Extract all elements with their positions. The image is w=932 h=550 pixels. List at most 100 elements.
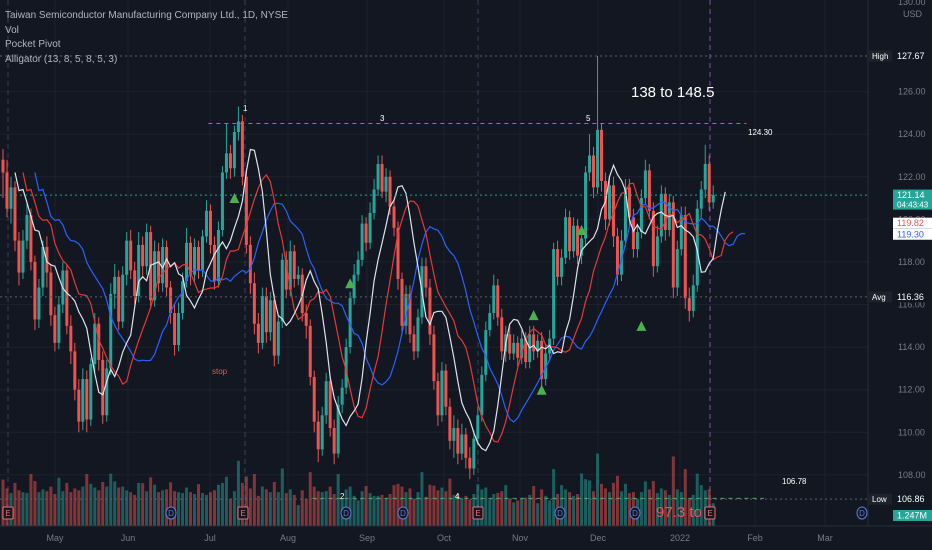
- candle-body: [165, 247, 169, 288]
- candle-body: [169, 287, 173, 314]
- x-tick-label: Jun: [121, 533, 136, 543]
- candle-body: [1, 159, 5, 173]
- volume-bar: [436, 490, 440, 526]
- candle-body: [404, 293, 408, 326]
- volume-bar: [312, 486, 316, 526]
- volume-bar: [53, 493, 57, 526]
- volume-bar: [643, 481, 647, 526]
- volume-bar: [396, 483, 400, 526]
- candle-body: [687, 298, 691, 311]
- candle-body: [141, 244, 145, 267]
- candle-body: [308, 325, 312, 377]
- earnings-icon: [472, 506, 484, 520]
- candle-body: [97, 323, 101, 360]
- candle-body: [572, 225, 576, 252]
- candle-body: [663, 193, 667, 230]
- volume-bar: [276, 492, 280, 526]
- volume-bar: [260, 486, 264, 526]
- volume-bar: [117, 487, 121, 526]
- volume-bar: [432, 485, 436, 526]
- indicator-volume[interactable]: Vol: [5, 24, 19, 36]
- volume-bar: [492, 493, 496, 526]
- candle-body: [472, 438, 476, 469]
- candle-body: [388, 176, 392, 207]
- volume-bar: [552, 469, 556, 526]
- volume-bar: [300, 490, 304, 526]
- price-tag-name: High: [872, 52, 888, 61]
- candle-body: [707, 163, 711, 203]
- candle-body: [33, 261, 37, 320]
- volume-bar: [268, 492, 272, 526]
- y-tick-label: 130.00: [898, 0, 926, 7]
- indicator-alligator[interactable]: Alligator (13, 8, 5, 8, 5, 3): [5, 53, 118, 65]
- volume-bar: [224, 476, 228, 526]
- volume-bar: [512, 502, 516, 526]
- volume-bar: [584, 479, 588, 526]
- candle-body: [133, 270, 137, 297]
- volume-bar: [568, 492, 572, 526]
- wave-label: 4: [455, 492, 460, 501]
- volume-bar: [236, 460, 240, 526]
- symbol-title[interactable]: Taiwan Semiconductor Manufacturing Compa…: [5, 10, 288, 21]
- candle-body: [284, 259, 288, 290]
- volume-bar: [328, 486, 332, 526]
- candle-body: [496, 285, 500, 318]
- volume-bar: [21, 492, 25, 526]
- volume-bar: [496, 493, 500, 526]
- volume-bar: [57, 477, 61, 526]
- candle-body: [444, 370, 448, 407]
- candle-body: [512, 342, 516, 354]
- candle-body: [137, 244, 141, 297]
- volume-bar: [560, 485, 564, 526]
- volume-bar: [368, 493, 372, 526]
- volume-bar: [679, 492, 683, 526]
- dividend-icon: [340, 506, 352, 520]
- volume-bar: [13, 482, 17, 526]
- pocket-pivot-marker: [576, 224, 587, 235]
- volume-bar: [440, 487, 444, 526]
- wave-label: 1: [243, 104, 248, 113]
- volume-bar: [687, 498, 691, 526]
- candle-body: [524, 338, 528, 363]
- candle-body: [272, 300, 276, 356]
- candle-body: [41, 247, 45, 288]
- volume-bar: [619, 491, 623, 526]
- candle-body: [81, 379, 85, 422]
- candle-body: [576, 225, 580, 256]
- price-axis: [868, 0, 932, 550]
- chart-legend: Taiwan Semiconductor Manufacturing Compa…: [5, 9, 288, 67]
- volume-bar: [264, 489, 268, 526]
- volume-bar: [149, 477, 153, 526]
- event-letter: E: [240, 509, 245, 518]
- volume-bar: [244, 476, 248, 526]
- volume-bar: [248, 488, 252, 526]
- volume-bar: [380, 494, 384, 526]
- volume-bar: [157, 492, 161, 526]
- volume-bar: [588, 480, 592, 526]
- event-letter: D: [343, 509, 349, 518]
- volume-bar: [284, 493, 288, 526]
- price-tag-value: 119.82: [897, 218, 924, 228]
- candle-body: [695, 208, 699, 286]
- candle-body: [173, 313, 177, 345]
- volume-bar: [41, 489, 45, 526]
- candle-body: [611, 185, 615, 237]
- volume-bar: [161, 490, 165, 526]
- volume-bar: [607, 492, 611, 526]
- alligator-teeth-line: [22, 172, 734, 443]
- indicator-pocket-pivot[interactable]: Pocket Pivot: [5, 39, 61, 50]
- candle-body: [17, 240, 21, 273]
- volume-bar: [197, 484, 201, 526]
- volume-bar: [460, 497, 464, 526]
- candle-body: [600, 129, 603, 182]
- candle-body: [520, 338, 524, 358]
- candle-body: [344, 347, 348, 388]
- y-tick-label: 114.00: [898, 342, 925, 352]
- candle-body: [384, 176, 388, 192]
- candle-body: [288, 251, 292, 290]
- y-tick-label: 108.00: [898, 470, 926, 480]
- candle-body: [643, 170, 647, 199]
- price-tag-last: [893, 189, 932, 210]
- volume-bar: [400, 486, 404, 526]
